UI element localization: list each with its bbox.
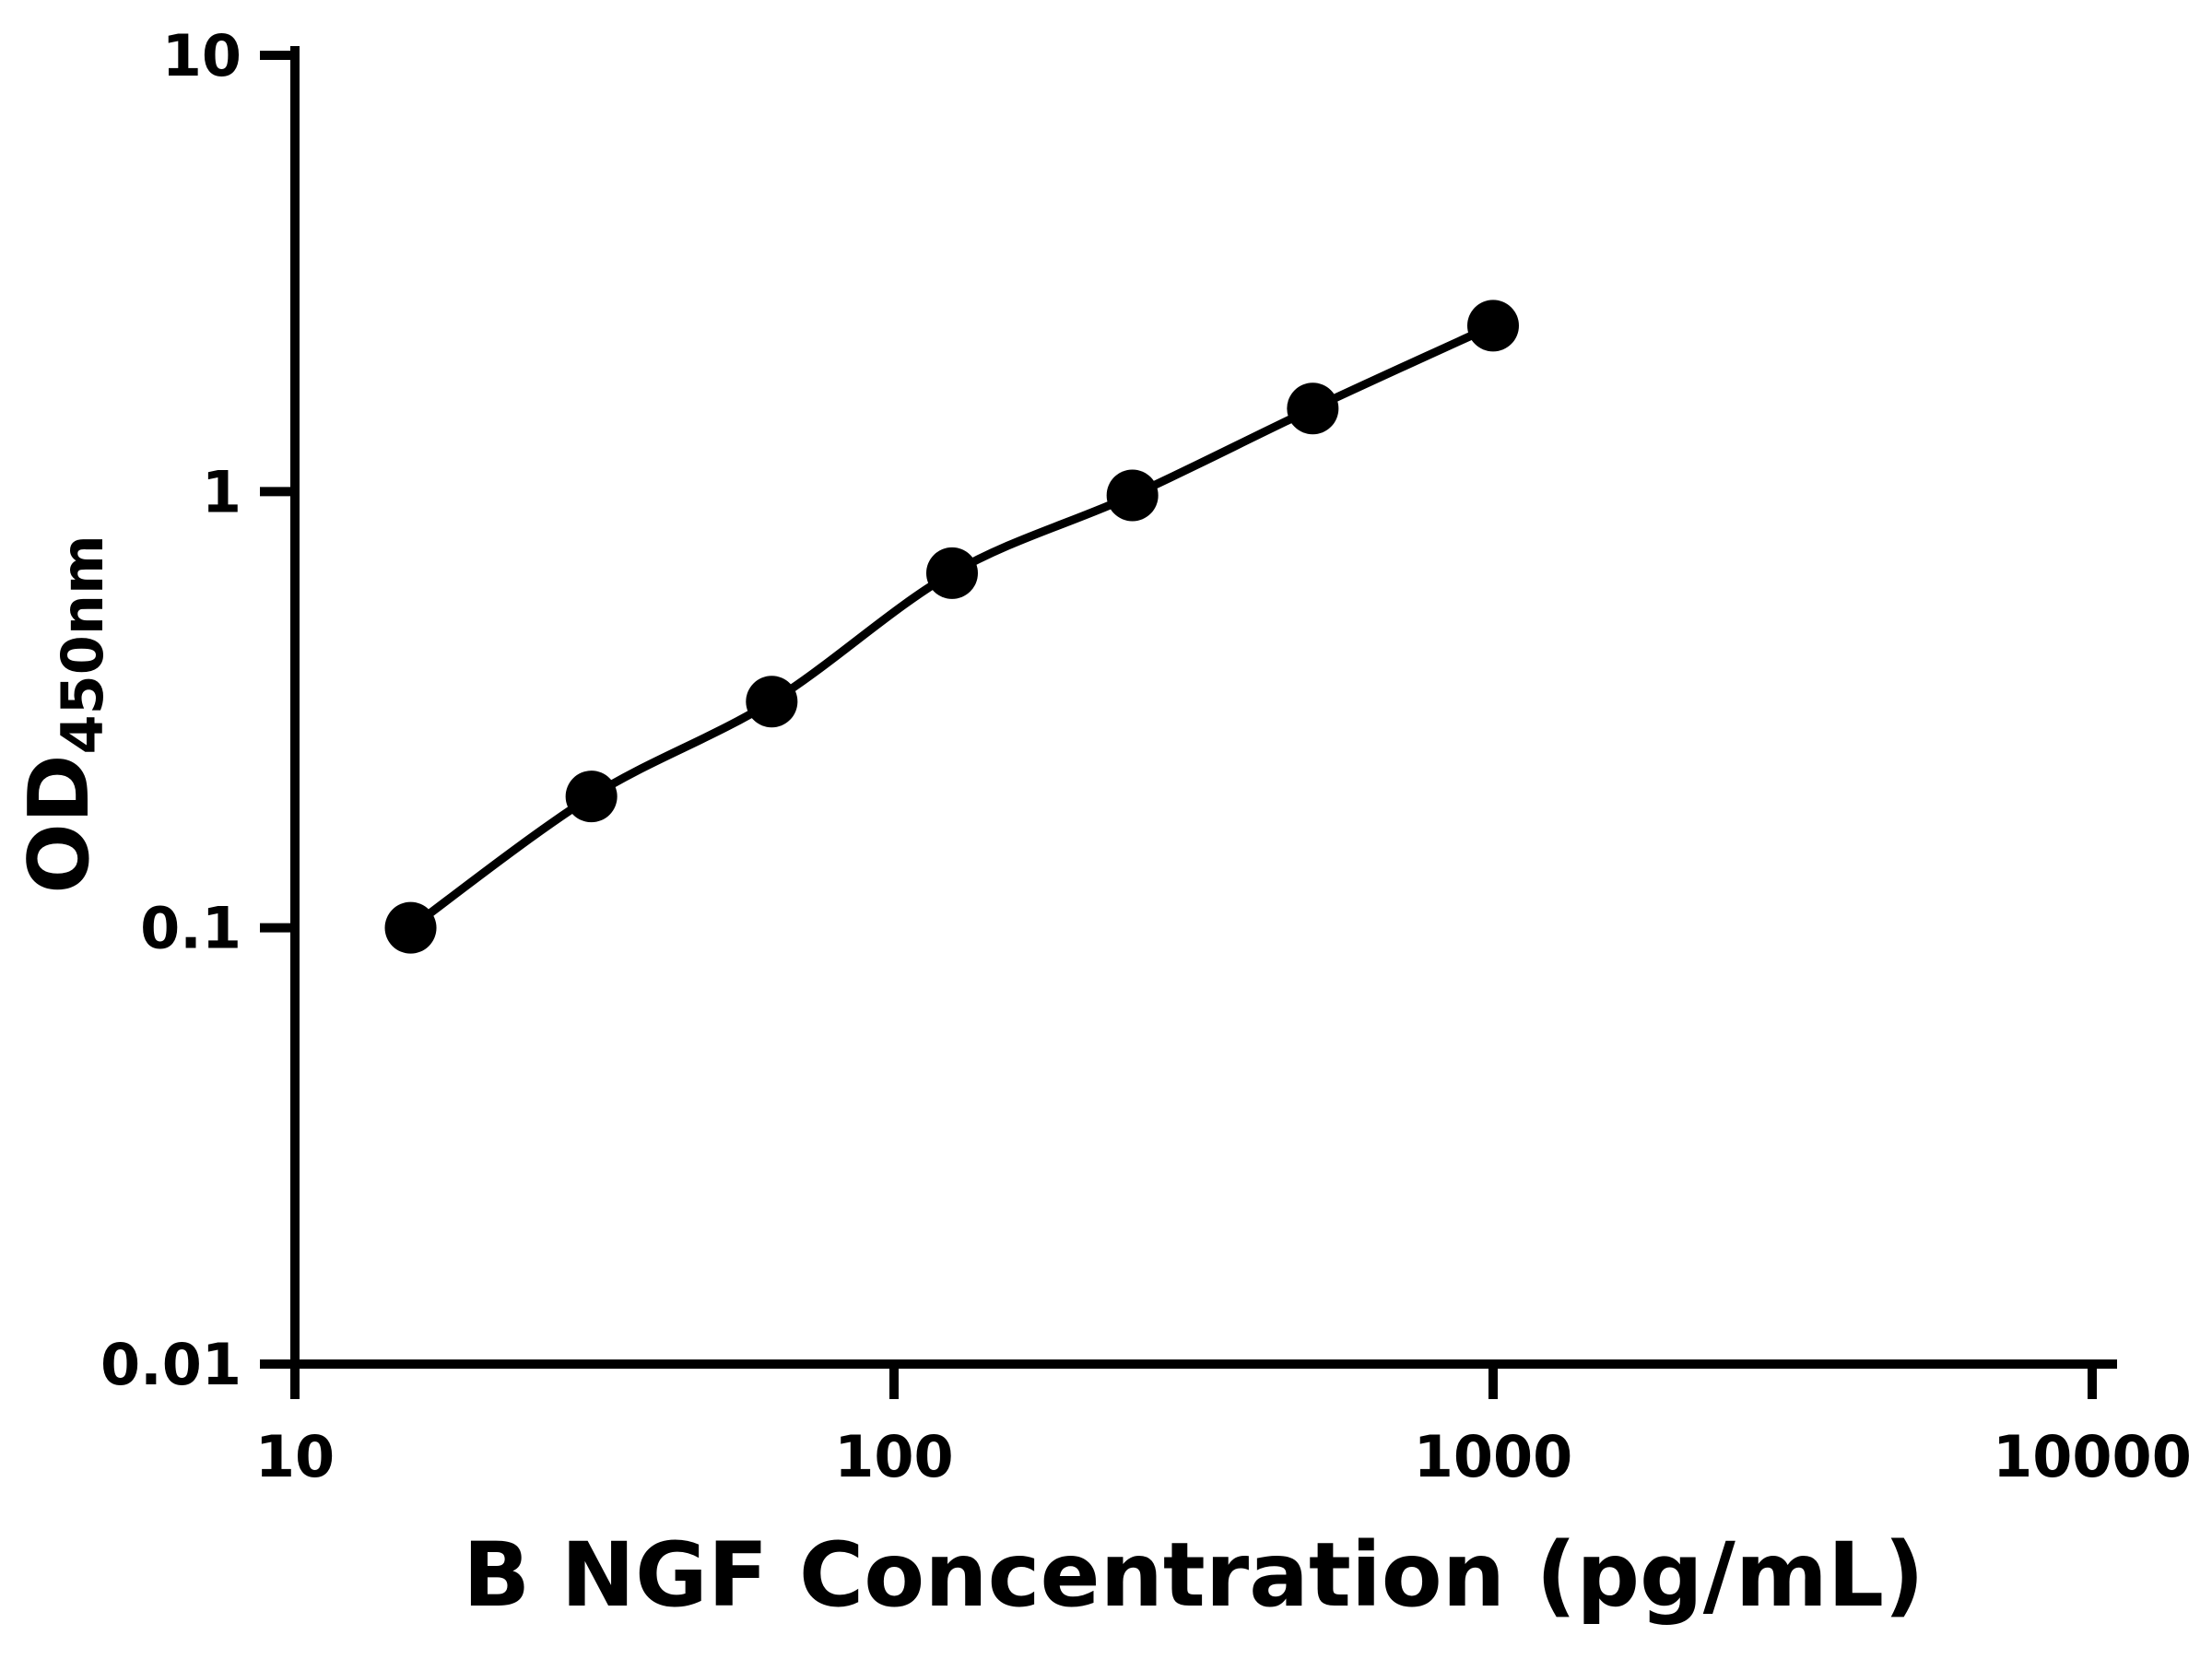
data-point: [565, 771, 618, 823]
data-point: [384, 901, 437, 954]
y-axis-title-main: OD: [11, 754, 108, 893]
y-axis-ticks: 0.01 0.1 1 10: [100, 22, 295, 1398]
y-axis-title: OD450nm: [11, 535, 116, 893]
x-axis-ticks: 10 100 1000 10000: [255, 1364, 2192, 1490]
y-tick-label: 10: [162, 22, 241, 89]
x-tick-label: 100: [834, 1423, 953, 1490]
x-axis-title: B NGF Concentration (pg/mL): [463, 1524, 1924, 1627]
y-tick-label: 0.1: [140, 895, 241, 962]
y-axis-title-subscript: 450nm: [49, 535, 116, 754]
data-point: [1287, 382, 1339, 435]
x-tick-label: 10000: [1993, 1423, 2192, 1490]
data-points-group: [384, 300, 1519, 954]
data-point: [1106, 469, 1159, 522]
axis-spines: [290, 46, 2117, 1369]
data-point: [1467, 300, 1519, 352]
y-tick-label: 1: [202, 458, 241, 525]
data-point: [925, 547, 978, 599]
y-tick-label: 0.01: [100, 1331, 241, 1398]
x-tick-label: 1000: [1414, 1423, 1573, 1490]
x-tick-label: 10: [255, 1423, 335, 1490]
data-point: [746, 676, 798, 728]
